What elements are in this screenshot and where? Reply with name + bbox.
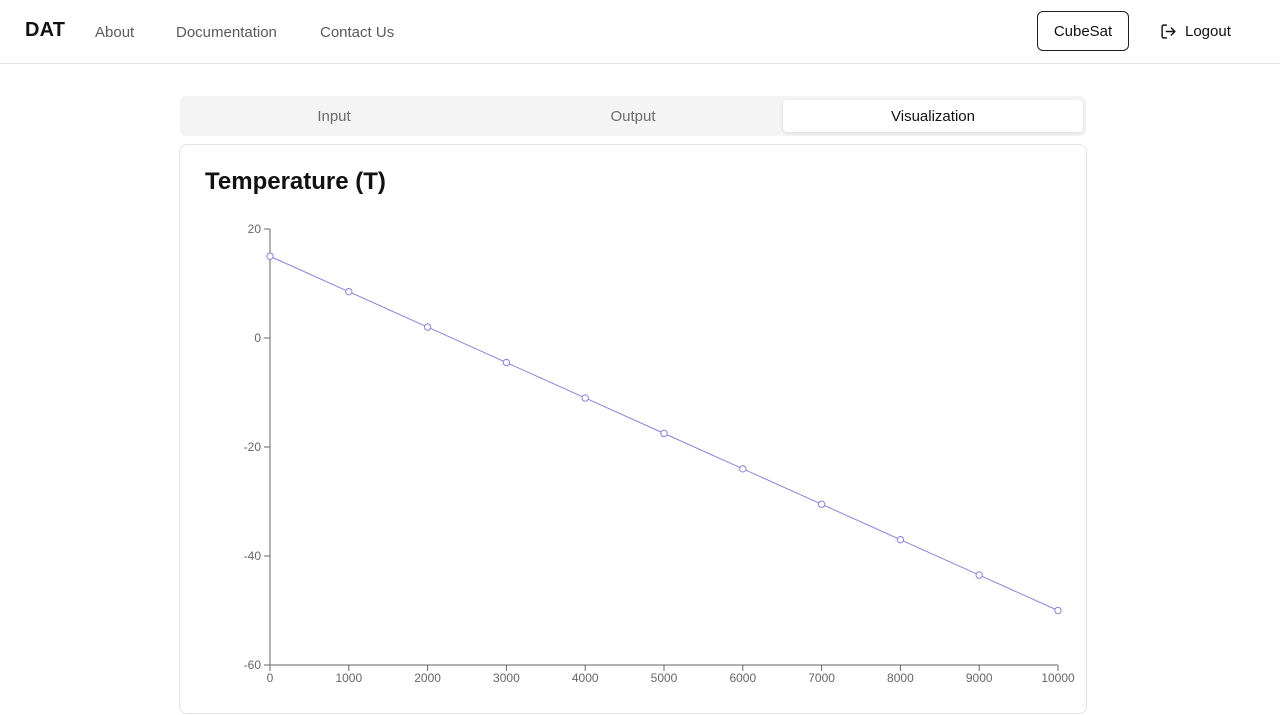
data-point (660, 429, 668, 438)
y-tick-label: 20 (248, 222, 262, 236)
x-tick-label: 1000 (335, 671, 362, 685)
y-tick-label: -40 (244, 549, 262, 563)
nav-documentation-link[interactable]: Documentation (176, 24, 277, 41)
cubesat-button[interactable]: CubeSat (1037, 11, 1129, 51)
x-tick-label: 4000 (572, 671, 599, 685)
data-point (266, 252, 274, 260)
data-point (581, 394, 589, 402)
data-point (1054, 606, 1062, 615)
view-tabs: Input Output Visualization (180, 96, 1086, 136)
data-point (345, 287, 353, 296)
tab-visualization[interactable]: Visualization (783, 100, 1083, 132)
logout-label: Logout (1185, 22, 1231, 40)
data-point (739, 465, 747, 473)
temperature-line-chart: 20 0 -20 -40 -60 0 1000 2000 3000 4000 5000 6000 700… (244, 222, 1075, 685)
brand-logo[interactable]: DAT (25, 19, 66, 41)
logout-icon (1160, 23, 1177, 40)
tab-input[interactable]: Input (317, 107, 351, 125)
data-point (817, 500, 826, 508)
chart-title: Temperature (T) (205, 168, 386, 195)
y-tick-label: -20 (244, 440, 262, 454)
x-tick-label: 7000 (808, 671, 835, 685)
y-tick-label: 0 (254, 331, 261, 345)
data-point (896, 535, 905, 544)
x-tick-label: 9000 (966, 671, 993, 685)
chart-card: Temperature (T) 20 0 -20 -40 -60 0 1000 2000 300… (179, 144, 1087, 714)
tab-output[interactable]: Output (610, 107, 656, 125)
nav-contact-us-link[interactable]: Contact Us (320, 24, 395, 41)
x-tick-label: 6000 (729, 671, 756, 685)
x-tick-label: 3000 (493, 671, 520, 685)
y-tick-label: -60 (244, 658, 262, 672)
nav-about-link[interactable]: About (95, 24, 135, 41)
data-point (423, 323, 432, 331)
x-tick-label: 8000 (887, 671, 914, 685)
x-tick-label: 0 (267, 671, 274, 685)
x-tick-label: 10000 (1041, 671, 1075, 685)
x-tick-label: 5000 (651, 671, 678, 685)
top-navbar: DAT About Documentation Contact Us CubeS… (0, 0, 1280, 64)
x-tick-label: 2000 (414, 671, 441, 685)
data-point (975, 571, 983, 579)
logout-button[interactable]: Logout (1160, 20, 1231, 42)
data-point (502, 358, 511, 367)
